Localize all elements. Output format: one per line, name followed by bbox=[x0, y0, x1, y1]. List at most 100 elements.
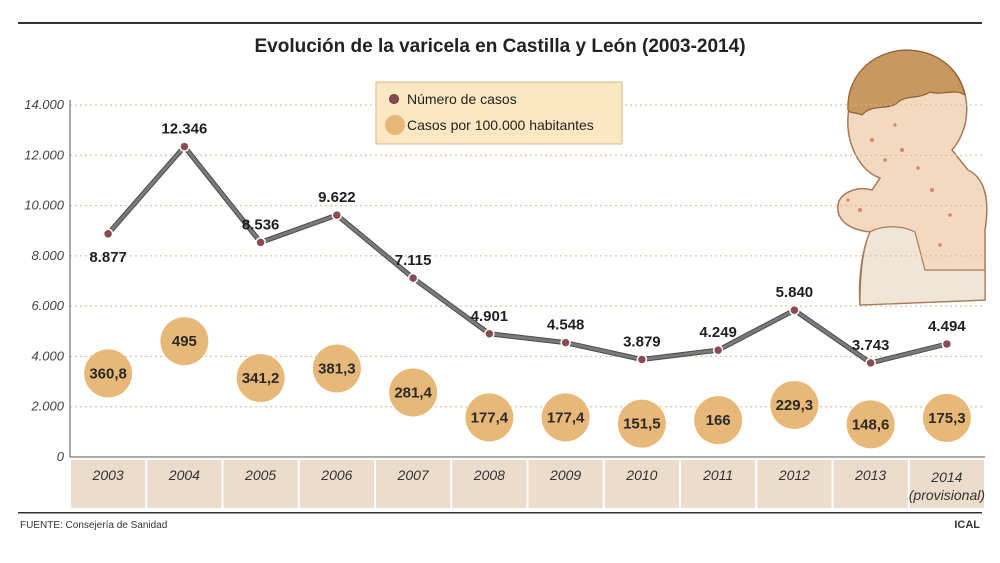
y-tick-label: 6.000 bbox=[31, 298, 64, 313]
cases-value-label: 4.901 bbox=[471, 308, 509, 325]
rate-label: 281,4 bbox=[394, 384, 432, 401]
bubble-series: 360,8 495 341,2 381,3 281,4 177,4 177,4 151,5 16… bbox=[84, 317, 971, 449]
x-category-cell bbox=[681, 460, 756, 508]
x-tick-label: 2004 bbox=[168, 467, 200, 483]
x-category-cell bbox=[604, 460, 679, 508]
axes: 0 2.000 4.000 6.000 8.000 10.000 12.000 14.000 bbox=[24, 97, 985, 464]
legend-marker-cases bbox=[389, 94, 399, 104]
x-category-cell bbox=[376, 460, 451, 508]
y-tick-label: 12.000 bbox=[24, 147, 65, 162]
x-tick-label: 2007 bbox=[397, 467, 430, 483]
y-tick-label: 4.000 bbox=[31, 348, 64, 363]
rate-label: 177,4 bbox=[547, 409, 585, 426]
cases-line-outline bbox=[106, 144, 948, 366]
x-tick-label: 2006 bbox=[320, 467, 352, 483]
rate-bubble bbox=[389, 368, 438, 417]
cases-value-label: 5.840 bbox=[776, 284, 814, 301]
y-tick-label: 2.000 bbox=[30, 399, 64, 414]
bottom-rule bbox=[18, 512, 982, 514]
boy-with-chickenpox-illustration bbox=[837, 49, 988, 306]
cases-point bbox=[560, 337, 571, 348]
x-category-cell bbox=[147, 460, 222, 508]
x-tick-label: 2009 bbox=[549, 467, 581, 483]
rate-bubble bbox=[617, 399, 666, 448]
cases-point bbox=[712, 344, 724, 356]
cases-point bbox=[941, 338, 953, 350]
cases-point bbox=[865, 357, 876, 369]
cases-value-label: 8.877 bbox=[89, 249, 127, 266]
cases-value-label: 4.249 bbox=[699, 324, 737, 341]
rate-bubble bbox=[160, 317, 209, 366]
rate-label: 341,2 bbox=[242, 370, 280, 387]
rate-label: 148,6 bbox=[852, 416, 890, 433]
x-tick-label: 2011 bbox=[702, 467, 733, 483]
chart-title: Evolución de la varicela en Castilla y L… bbox=[254, 36, 745, 57]
cases-point bbox=[179, 141, 190, 152]
legend-label-rate: Casos por 100.000 habitantes bbox=[407, 117, 594, 133]
cases-point bbox=[407, 272, 419, 284]
rate-label: 166 bbox=[706, 412, 731, 429]
x-category-cell bbox=[909, 460, 984, 508]
cases-point bbox=[255, 237, 266, 248]
legend-box bbox=[375, 81, 623, 145]
cases-line bbox=[106, 145, 948, 365]
x-category-cell bbox=[299, 460, 374, 508]
rate-bubble bbox=[312, 344, 361, 393]
x-category-cell bbox=[452, 460, 527, 508]
x-category-cell bbox=[71, 460, 146, 508]
legend: Número de casos Casos por 100.000 habita… bbox=[375, 81, 623, 145]
x-tick-label: 2013 bbox=[854, 467, 886, 483]
cases-value-label: 4.548 bbox=[547, 317, 585, 334]
source-note: FUENTE: Consejería de Sanidad bbox=[20, 520, 167, 531]
cases-value-label: 12.346 bbox=[161, 121, 207, 138]
x-axis-band: 2003 2004 2005 2006 2007 2008 2009 2010 2011 2012… bbox=[71, 460, 985, 508]
cases-value-label: 4.494 bbox=[928, 318, 966, 335]
x-category-cell bbox=[833, 460, 908, 508]
rate-label: 495 bbox=[172, 333, 197, 350]
rate-label: 177,4 bbox=[471, 409, 509, 426]
rate-label: 175,3 bbox=[928, 410, 966, 427]
x-tick-sublabel: (provisional) bbox=[909, 487, 985, 503]
cases-value-label: 7.115 bbox=[395, 252, 432, 269]
x-tick-label: 2008 bbox=[473, 467, 505, 483]
rate-bubble bbox=[694, 396, 743, 445]
rate-bubble bbox=[465, 393, 514, 442]
cases-point bbox=[484, 328, 495, 340]
rate-bubble bbox=[770, 380, 819, 429]
cases-point bbox=[636, 354, 648, 365]
cases-value-label: 3.879 bbox=[623, 333, 661, 350]
cases-point bbox=[789, 304, 800, 316]
y-tick-label: 8.000 bbox=[31, 248, 64, 263]
rate-label: 151,5 bbox=[623, 416, 661, 433]
legend-label-cases: Número de casos bbox=[407, 91, 517, 107]
y-tick-label: 14.000 bbox=[24, 97, 65, 112]
line-series: 8.877 12.346 8.536 9.622 7.115 4.901 4.548 3.87… bbox=[89, 121, 966, 369]
x-tick-label: 2012 bbox=[778, 467, 810, 483]
cases-point bbox=[102, 228, 114, 240]
rate-bubble bbox=[541, 393, 590, 442]
rate-bubble bbox=[846, 400, 895, 449]
grid-lines bbox=[70, 104, 985, 408]
rate-label: 360,8 bbox=[89, 365, 127, 382]
rate-bubble bbox=[84, 349, 133, 398]
x-category-cell bbox=[757, 460, 832, 508]
rate-bubble bbox=[922, 393, 971, 442]
x-tick-label: 2005 bbox=[244, 467, 276, 483]
top-rule bbox=[18, 22, 982, 24]
cases-value-label: 8.536 bbox=[242, 216, 280, 233]
rate-label: 229,3 bbox=[776, 397, 814, 414]
x-tick-label: 2014 bbox=[930, 469, 962, 485]
y-tick-label: 10.000 bbox=[24, 198, 65, 213]
x-tick-label: 2010 bbox=[625, 467, 657, 483]
credit-label: ICAL bbox=[954, 519, 980, 531]
x-category-cell bbox=[223, 460, 298, 508]
y-tick-label: 0 bbox=[57, 449, 65, 464]
cases-point bbox=[331, 209, 343, 221]
rate-bubble bbox=[236, 354, 285, 403]
cases-value-label: 9.622 bbox=[318, 189, 356, 206]
cases-value-label: 3.743 bbox=[852, 337, 890, 354]
x-category-cell bbox=[528, 460, 603, 508]
x-tick-label: 2003 bbox=[92, 467, 124, 483]
legend-marker-rate bbox=[385, 115, 405, 135]
